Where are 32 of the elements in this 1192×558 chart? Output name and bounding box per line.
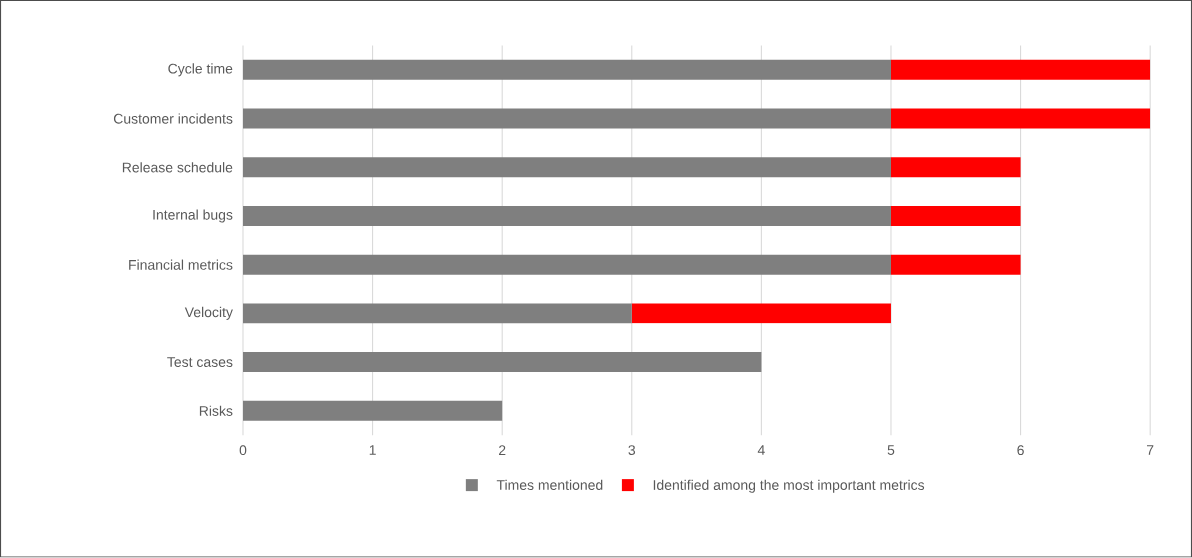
bar — [890, 108, 1151, 129]
y-tick-label: Financial metrics — [129, 259, 233, 271]
y-tick-label: Velocity — [184, 307, 233, 321]
legend-label: Times mentioned — [496, 479, 603, 491]
bar — [890, 206, 1021, 227]
bar — [242, 254, 891, 275]
x-tick-label: 6 — [1017, 445, 1024, 456]
bar — [631, 303, 891, 324]
legend-label: Identified among the most important metrics — [653, 479, 925, 493]
x-tick-label: 2 — [499, 445, 506, 456]
bar — [242, 352, 762, 373]
x-tick-label: 7 — [1146, 445, 1154, 456]
x-tick-label: 3 — [628, 445, 636, 456]
bar — [242, 401, 503, 421]
bar — [890, 157, 1021, 178]
y-tick-label: Internal bugs — [153, 209, 233, 223]
y-tick-label: Cycle time — [168, 63, 233, 77]
bar — [242, 206, 891, 227]
y-tick-label: Test cases — [167, 357, 233, 368]
bar — [242, 303, 632, 324]
bar — [242, 157, 891, 178]
y-tick-label: Customer incidents — [113, 113, 233, 124]
x-tick-label: 1 — [369, 445, 376, 456]
bar — [242, 60, 891, 81]
x-tick-label: 5 — [887, 445, 895, 456]
y-tick-label: Risks — [199, 405, 233, 417]
bar — [890, 254, 1021, 275]
y-tick-label: Release schedule — [122, 162, 233, 173]
x-tick-label: 0 — [239, 445, 247, 456]
bar — [242, 108, 891, 129]
bar — [890, 60, 1151, 81]
x-tick-label: 4 — [757, 445, 765, 456]
